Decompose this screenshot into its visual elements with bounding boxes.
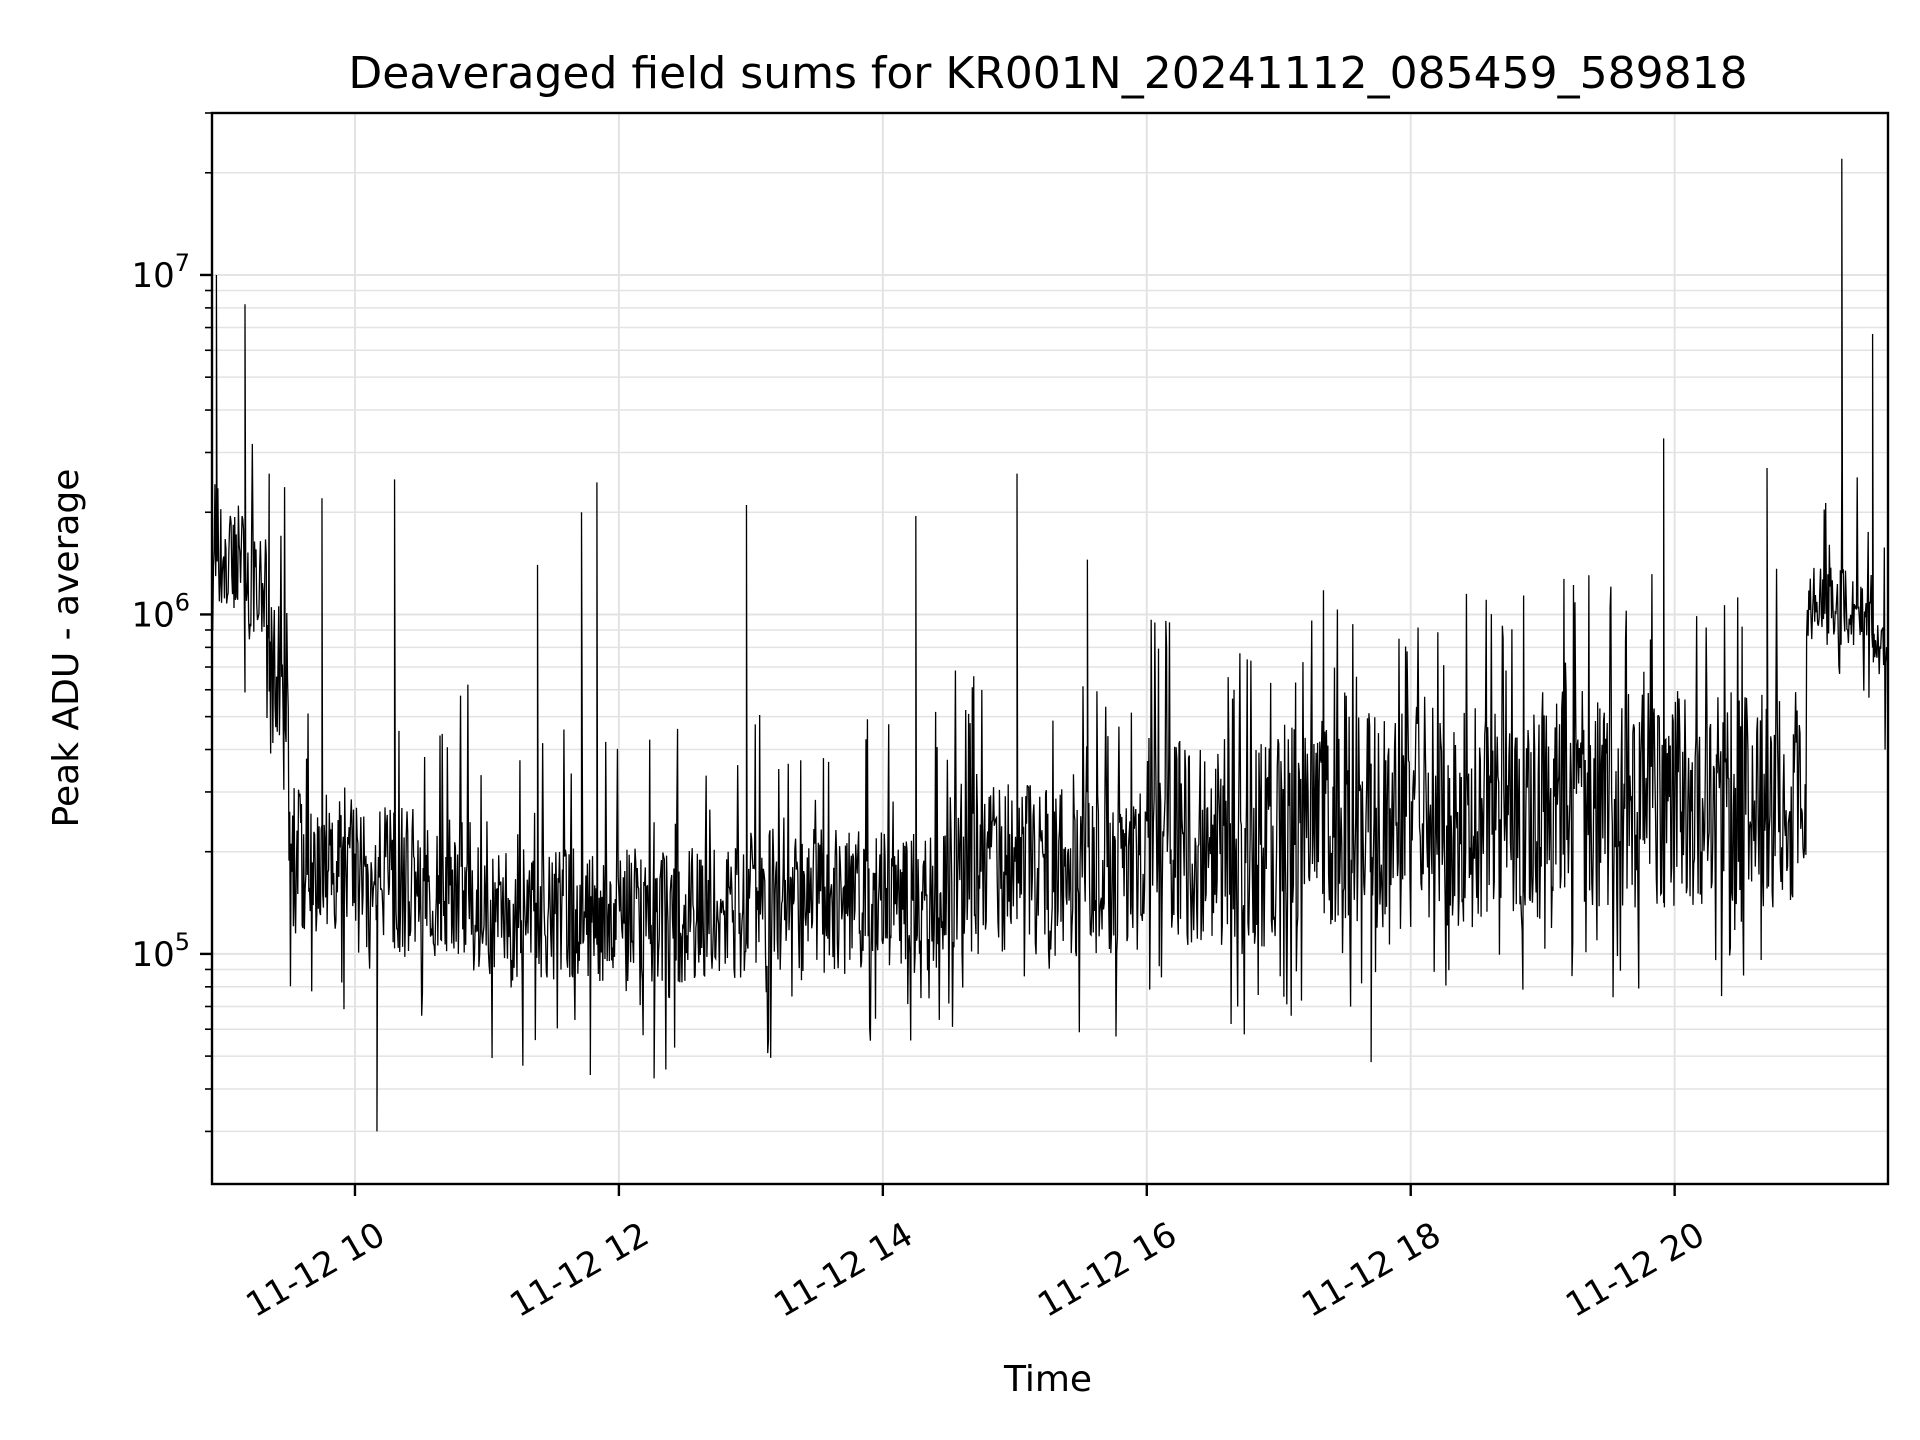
y-axis-label: Peak ADU - average: [46, 469, 87, 828]
grid: [212, 112, 1888, 1184]
x-axis: 11-12 10 11-12 12 11-12 14 11-12 16 11-12 18…: [239, 1184, 1712, 1326]
series-line: [211, 158, 1888, 1132]
x-axis-label: Time: [1003, 1359, 1092, 1400]
y-tick-label: 107: [131, 249, 190, 296]
x-tick-label: 11-12 14: [767, 1215, 919, 1326]
x-tick-label: 11-12 12: [503, 1215, 655, 1326]
plot-area: [211, 158, 1888, 1132]
y-tick-label: 106: [131, 588, 190, 635]
chart-title: Deaveraged field sums for KR001N_2024111…: [348, 48, 1747, 99]
x-tick-label: 11-12 10: [239, 1215, 391, 1326]
y-axis: 105 106 107: [131, 112, 212, 1133]
x-tick-label: 11-12 18: [1295, 1215, 1447, 1326]
x-tick-label: 11-12 20: [1559, 1215, 1711, 1326]
x-tick-label: 11-12 16: [1031, 1215, 1183, 1326]
y-tick-label: 105: [131, 928, 190, 975]
plot-frame: [210, 111, 1890, 1186]
